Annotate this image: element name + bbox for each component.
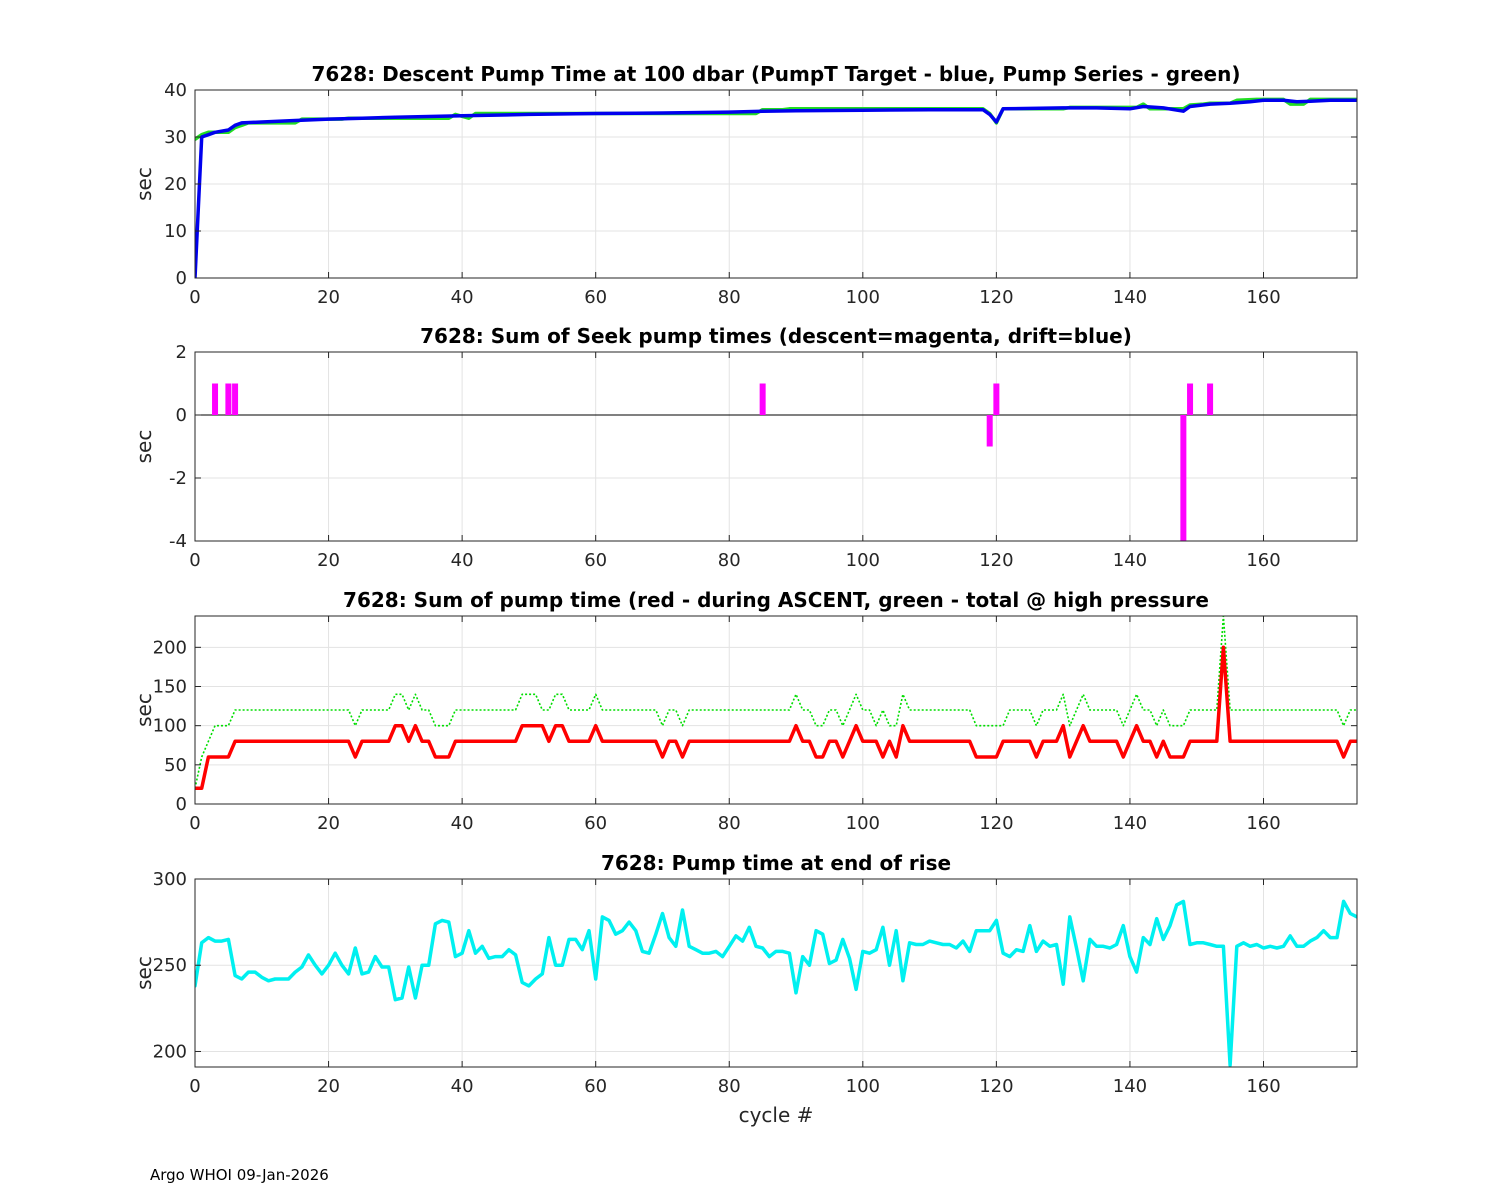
chart-title: 7628: Descent Pump Time at 100 dbar (Pum…: [312, 62, 1241, 86]
panel-descent-pump-time: 0 20 40 60 80 100 120 140 160 0 10 20 30 40 7628: Desc…: [132, 62, 1358, 308]
data-layer: [195, 899, 1357, 1067]
x-tick-label: 120: [979, 1076, 1013, 1097]
x-tick-label: 40: [451, 813, 474, 834]
y-tick-label: 300: [153, 869, 187, 890]
x-tick-label: 40: [451, 1076, 474, 1097]
x-tick-label: 160: [1246, 813, 1280, 834]
plot-area: [195, 352, 1357, 541]
chart-title: 7628: Sum of Seek pump times (descent=ma…: [420, 324, 1132, 348]
y-tick-label: 0: [176, 268, 187, 289]
y-tick-label: 200: [153, 637, 187, 658]
x-tick-label: 80: [718, 1076, 741, 1097]
x-tick-label: 0: [189, 813, 200, 834]
y-tick-label: 200: [153, 1041, 187, 1062]
x-tick-label: 140: [1113, 1076, 1147, 1097]
x-tick-label: 140: [1113, 287, 1147, 308]
seek-bar: [759, 383, 766, 415]
chart-title: 7628: Pump time at end of rise: [601, 851, 951, 875]
data-layer: [195, 383, 1357, 541]
y-tick-label: 150: [153, 677, 187, 698]
x-tick-label: 60: [584, 287, 607, 308]
footer-credit: Argo WHOI 09-Jan-2026: [150, 1166, 329, 1184]
seek-bar: [986, 415, 993, 447]
y-tick-label: 0: [176, 794, 187, 815]
x-tick-label: 60: [584, 1076, 607, 1097]
y-tick-label: 0: [176, 405, 187, 426]
series-line-total-high-pressure: [195, 616, 1357, 789]
x-tick-label: 160: [1246, 287, 1280, 308]
y-tick-label: 100: [153, 716, 187, 737]
seek-bar: [212, 383, 219, 415]
seek-bar: [1187, 383, 1194, 415]
seek-bar: [225, 383, 232, 415]
panel-rise-pump-time: 0 20 40 60 80 100 120 140 160 200 250 300 7628: Pump…: [132, 851, 1358, 1097]
axes-frame: [194, 351, 1358, 542]
x-tick-label: 60: [584, 550, 607, 571]
series-line-pumpt-target: [195, 98, 1357, 278]
x-tick-label: 60: [584, 813, 607, 834]
x-tick-label: 20: [317, 1076, 340, 1097]
x-tick-label: 40: [451, 550, 474, 571]
x-axis-label: cycle #: [739, 1103, 814, 1127]
y-axis-label: sec: [132, 693, 156, 727]
x-tick-label: 160: [1246, 1076, 1280, 1097]
x-tick-label: 20: [317, 287, 340, 308]
series-line-during-ascent: [195, 645, 1357, 791]
seek-bar: [232, 383, 239, 415]
y-tick-label: 50: [164, 755, 187, 776]
panel-ascent-pump-time: 0 20 40 60 80 100 120 140 160 0 50 100 150 200 7628: S…: [132, 588, 1358, 834]
data-layer: [195, 616, 1357, 791]
axes-frame: [194, 615, 1358, 805]
x-tick-label: 120: [979, 550, 1013, 571]
x-tick-label: 20: [317, 813, 340, 834]
x-tick-label: 140: [1113, 813, 1147, 834]
y-tick-label: 10: [164, 221, 187, 242]
x-tick-label: 100: [846, 550, 880, 571]
x-tick-label: 100: [846, 813, 880, 834]
axes-frame: [194, 878, 1358, 1068]
y-tick-label: -2: [169, 468, 187, 489]
x-tick-label: 120: [979, 287, 1013, 308]
x-tick-label: 80: [718, 813, 741, 834]
seek-bar: [993, 383, 1000, 415]
x-tick-label: 100: [846, 287, 880, 308]
x-tick-label: 40: [451, 287, 474, 308]
x-tick-label: 0: [189, 550, 200, 571]
x-tick-label: 80: [718, 287, 741, 308]
y-axis-label: sec: [132, 956, 156, 990]
x-tick-label: 160: [1246, 550, 1280, 571]
y-tick-label: 20: [164, 174, 187, 195]
y-axis-label: sec: [132, 167, 156, 201]
y-tick-label: -4: [169, 531, 187, 552]
x-tick-label: 100: [846, 1076, 880, 1097]
x-tick-label: 0: [189, 287, 200, 308]
y-tick-label: 2: [176, 342, 187, 363]
x-tick-label: 0: [189, 1076, 200, 1097]
chart-title: 7628: Sum of pump time (red - during ASC…: [343, 588, 1209, 612]
seek-bar: [1180, 415, 1187, 541]
y-tick-label: 40: [164, 80, 187, 101]
y-tick-label: 30: [164, 127, 187, 148]
seek-bar: [1207, 383, 1214, 415]
y-axis-label: sec: [132, 430, 156, 464]
x-tick-label: 80: [718, 550, 741, 571]
panel-seek-pump-times: 0 20 40 60 80 100 120 140 160 -4 -2 0 2 7628: Sum of …: [132, 324, 1358, 571]
data-layer: [195, 97, 1357, 278]
x-tick-label: 20: [317, 550, 340, 571]
y-tick-label: 250: [153, 955, 187, 976]
series-line-rise: [195, 899, 1357, 1067]
x-tick-label: 140: [1113, 550, 1147, 571]
x-tick-label: 120: [979, 813, 1013, 834]
